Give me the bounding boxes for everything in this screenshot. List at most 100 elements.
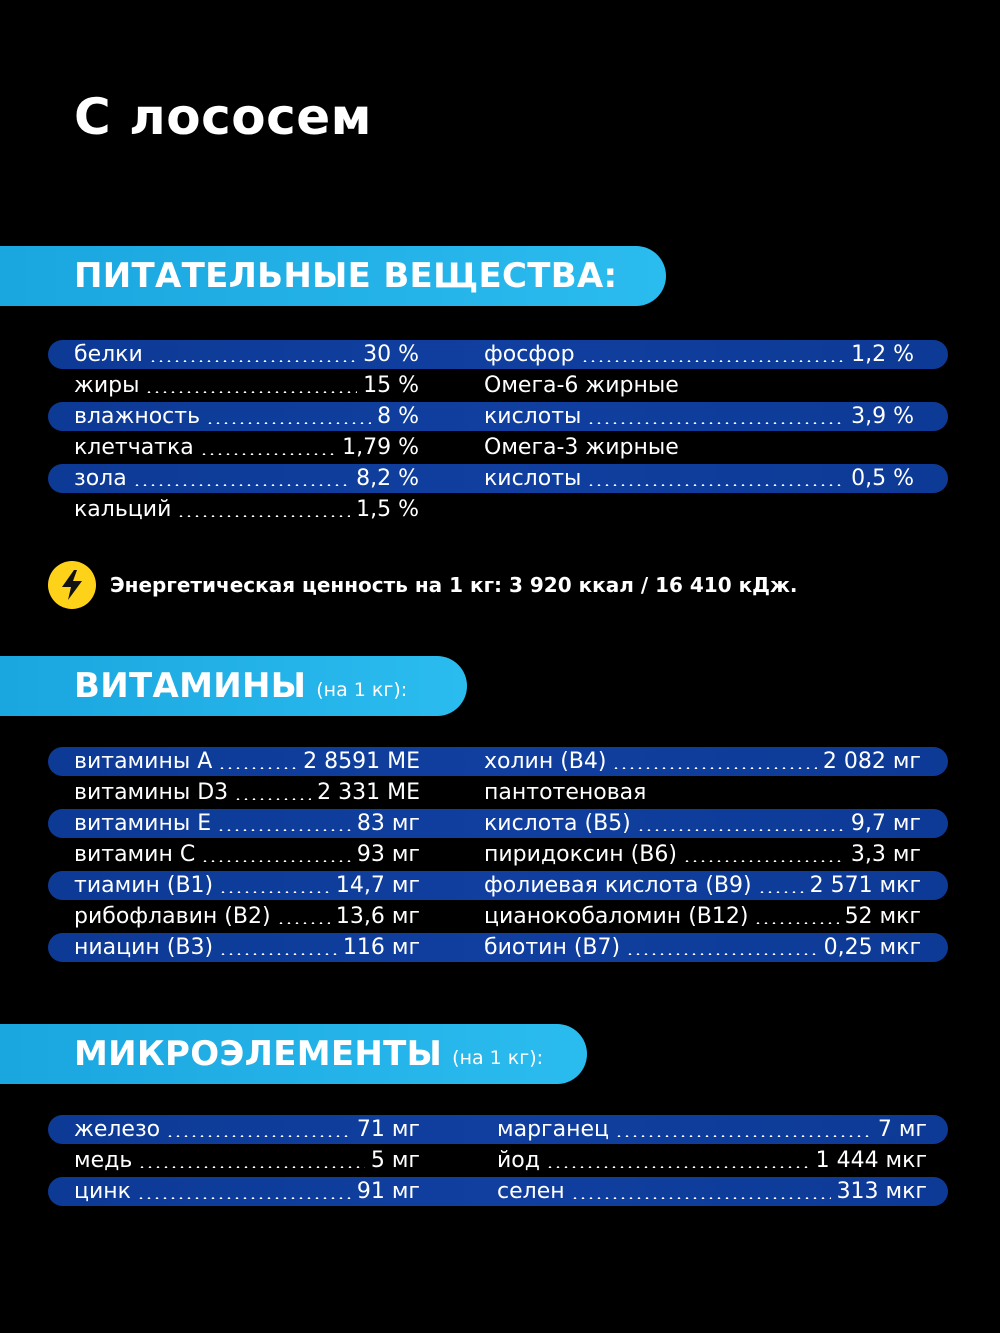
item-value: 0,25 мкг bbox=[823, 934, 921, 960]
minerals-banner-subtitle: (на 1 кг): bbox=[452, 1047, 544, 1069]
vitamins-item: цианокобаломин (В12) 52 мкг bbox=[484, 901, 921, 931]
item-value: 3,3 мг bbox=[850, 841, 921, 867]
vitamins-item: витамины D3 2 331 МЕ bbox=[74, 777, 420, 807]
vitamins-banner: ВИТАМИНЫ (на 1 кг): bbox=[0, 656, 467, 716]
item-label: пантотеновая bbox=[484, 779, 647, 805]
vitamins-row: рибофлавин (В2) 13,6 мг цианокобаломин (В1… bbox=[48, 901, 948, 931]
nutrients-item: клетчатка 1,79 % bbox=[74, 432, 419, 462]
vitamins-item: витамин С 93 мг bbox=[74, 839, 420, 869]
dot-leader bbox=[636, 829, 845, 831]
item-label: Омега-3 жирные bbox=[484, 434, 679, 460]
item-label: кислота (В5) bbox=[484, 810, 631, 836]
item-value: 7 мг bbox=[877, 1116, 927, 1142]
item-label: жиры bbox=[74, 372, 140, 398]
nutrients-row: жиры 15 % Омега-6 жирные bbox=[48, 370, 948, 400]
minerals-row: медь 5 мг йод 1 444 мкг bbox=[48, 1145, 948, 1175]
dot-leader bbox=[177, 515, 351, 517]
item-label: цианокобаломин (В12) bbox=[484, 903, 749, 929]
dot-leader bbox=[545, 1166, 810, 1168]
dot-leader bbox=[626, 953, 818, 955]
item-value: 93 мг bbox=[356, 841, 420, 867]
energy-value: Энергетическая ценность на 1 кг: 3 920 к… bbox=[48, 560, 798, 610]
item-label: фолиевая кислота (В9) bbox=[484, 872, 752, 898]
dot-leader bbox=[199, 453, 337, 455]
dot-leader bbox=[217, 829, 351, 831]
item-label: кислоты bbox=[484, 403, 582, 429]
item-value: 0,5 % bbox=[851, 465, 914, 491]
item-value: 116 мг bbox=[342, 934, 420, 960]
item-label: клетчатка bbox=[74, 434, 194, 460]
vitamins-row: витамины А 2 8591 МЕ холин (В4) 2 082 мг bbox=[48, 746, 948, 776]
minerals-item: железо 71 мг bbox=[74, 1114, 420, 1144]
dot-leader bbox=[234, 798, 312, 800]
item-label: витамины А bbox=[74, 748, 213, 774]
item-label: пиридоксин (В6) bbox=[484, 841, 677, 867]
item-label: селен bbox=[497, 1178, 565, 1204]
item-value: 30 % bbox=[363, 341, 419, 367]
nutrients-item: влажность 8 % bbox=[74, 401, 419, 431]
nutrients-item: кислоты 3,9 % bbox=[484, 401, 914, 431]
item-value: 1,79 % bbox=[342, 434, 419, 460]
item-label: витамин С bbox=[74, 841, 196, 867]
vitamins-row: витамин С 93 мг пиридоксин (В6) 3,3 мг bbox=[48, 839, 948, 869]
dot-leader bbox=[570, 1197, 831, 1199]
dot-leader bbox=[757, 891, 804, 893]
nutrients-row: кальций 1,5 % bbox=[48, 494, 948, 524]
nutrients-row: зола 8,2 % кислоты 0,5 % bbox=[48, 463, 948, 493]
vitamins-row: тиамин (В1) 14,7 мг фолиевая кислота (В9) 2… bbox=[48, 870, 948, 900]
item-value: 71 мг bbox=[356, 1116, 420, 1142]
nutrients-item: жиры 15 % bbox=[74, 370, 419, 400]
item-value: 3,9 % bbox=[851, 403, 914, 429]
vitamins-row: ниацин (В3) 116 мг биотин (В7) 0,25 мкг bbox=[48, 932, 948, 962]
item-value: 14,7 мг bbox=[335, 872, 420, 898]
vitamins-item: фолиевая кислота (В9) 2 571 мкг bbox=[484, 870, 921, 900]
item-label: холин (В4) bbox=[484, 748, 607, 774]
item-label: железо bbox=[74, 1116, 161, 1142]
item-label: биотин (В7) bbox=[484, 934, 621, 960]
vitamins-item: ниацин (В3) 116 мг bbox=[74, 932, 420, 962]
dot-leader bbox=[580, 360, 846, 362]
dot-leader bbox=[132, 484, 351, 486]
item-label: медь bbox=[74, 1147, 133, 1173]
item-label: влажность bbox=[74, 403, 201, 429]
item-value: 15 % bbox=[363, 372, 419, 398]
nutrients-banner-title: ПИТАТЕЛЬНЫЕ ВЕЩЕСТВА: bbox=[74, 256, 618, 296]
dot-leader bbox=[219, 953, 337, 955]
dot-leader bbox=[201, 860, 351, 862]
nutrients-banner: ПИТАТЕЛЬНЫЕ ВЕЩЕСТВА: bbox=[0, 246, 666, 306]
minerals-banner-title: МИКРОЭЛЕМЕНТЫ bbox=[74, 1034, 443, 1074]
item-label: белки bbox=[74, 341, 143, 367]
item-value: 2 8591 МЕ bbox=[303, 748, 420, 774]
item-value: 8,2 % bbox=[356, 465, 419, 491]
nutrients-item: зола 8,2 % bbox=[74, 463, 419, 493]
item-value: 1 444 мкг bbox=[815, 1147, 927, 1173]
vitamins-banner-title: ВИТАМИНЫ bbox=[74, 666, 307, 706]
item-value: 2 082 мг bbox=[822, 748, 921, 774]
nutrients-item: Омега-3 жирные bbox=[484, 432, 914, 462]
item-label: рибофлавин (В2) bbox=[74, 903, 271, 929]
item-value: 9,7 мг bbox=[850, 810, 921, 836]
dot-leader bbox=[138, 1166, 365, 1168]
vitamins-item: тиамин (В1) 14,7 мг bbox=[74, 870, 420, 900]
nutrients-item: фосфор 1,2 % bbox=[484, 339, 914, 369]
vitamins-item: биотин (В7) 0,25 мкг bbox=[484, 932, 921, 962]
nutrients-item: белки 30 % bbox=[74, 339, 419, 369]
minerals-row: железо 71 мг марганец 7 мг bbox=[48, 1114, 948, 1144]
nutrients-item: Омега-6 жирные bbox=[484, 370, 914, 400]
item-label: витамины Е bbox=[74, 810, 212, 836]
dot-leader bbox=[612, 767, 817, 769]
dot-leader bbox=[145, 391, 358, 393]
vitamins-row: витамины D3 2 331 МЕ пантотеновая bbox=[48, 777, 948, 807]
item-value: 2 571 мкг bbox=[809, 872, 921, 898]
item-label: фосфор bbox=[484, 341, 575, 367]
item-value: 2 331 МЕ bbox=[317, 779, 420, 805]
dot-leader bbox=[206, 422, 372, 424]
nutrients-row: клетчатка 1,79 % Омега-3 жирные bbox=[48, 432, 948, 462]
dot-leader bbox=[276, 922, 330, 924]
item-value: 13,6 мг bbox=[335, 903, 420, 929]
item-value: 83 мг bbox=[356, 810, 420, 836]
nutrients-item: кислоты 0,5 % bbox=[484, 463, 914, 493]
minerals-item: медь 5 мг bbox=[74, 1145, 420, 1175]
vitamins-item: пантотеновая bbox=[484, 777, 921, 807]
item-value: 5 мг bbox=[370, 1147, 420, 1173]
